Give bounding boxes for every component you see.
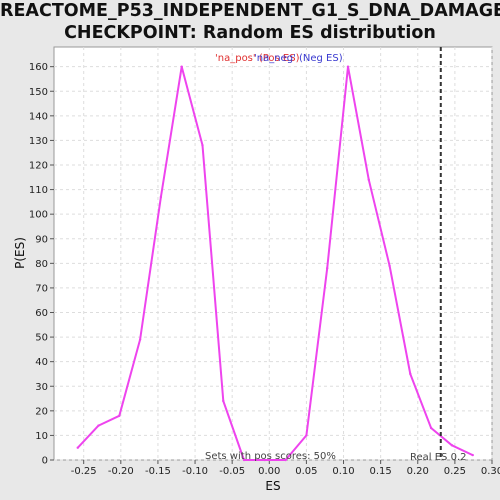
y-axis-title: P(ES): [13, 237, 27, 269]
pos-scores-annotation: Sets with pos scores: 50%: [205, 451, 336, 462]
y-tick-label: 60: [35, 308, 48, 319]
x-axis-title: ES: [265, 479, 280, 493]
data-point: [180, 65, 183, 68]
x-tick-label: -0.20: [108, 466, 134, 477]
y-axis: 0 10 20 30 40 50 60 70 80 90 100 110 120 130 140 150 160: [29, 62, 54, 467]
data-point: [284, 458, 287, 462]
es-distribution-line: [77, 65, 474, 461]
data-point: [242, 458, 246, 462]
data-point: [201, 144, 204, 147]
data-point: [263, 458, 267, 462]
y-tick-label: 50: [35, 333, 48, 344]
y-tick-label: 160: [29, 62, 48, 73]
data-point: [471, 453, 474, 457]
data-point: [450, 444, 454, 447]
x-tick-label: -0.25: [71, 466, 97, 477]
legend-neg-label: 'na_neg' (Neg ES): [254, 53, 343, 64]
y-tick-label: 120: [29, 161, 48, 172]
y-tick-label: 0: [42, 456, 48, 467]
data-point: [76, 446, 79, 449]
x-tick-label: -0.10: [182, 466, 208, 477]
y-tick-label: 140: [29, 111, 48, 122]
y-tick-label: 30: [35, 382, 48, 393]
chart-title-line1: REACTOME_P53_INDEPENDENT_G1_S_DNA_DAMAGE…: [0, 1, 500, 21]
y-tick-label: 40: [35, 357, 48, 368]
data-point: [138, 338, 142, 341]
data-point: [222, 399, 225, 403]
data-point: [97, 424, 100, 427]
data-point: [325, 267, 329, 270]
y-tick-label: 150: [29, 87, 48, 98]
chart-title: REACTOME_P53_INDEPENDENT_G1_S_DNA_DAMAGE…: [0, 0, 500, 44]
y-tick-label: 90: [35, 234, 48, 245]
data-point: [429, 426, 433, 430]
x-tick-label: -0.15: [145, 466, 171, 477]
data-point: [346, 65, 350, 68]
y-tick-label: 80: [35, 259, 48, 270]
data-point: [409, 372, 412, 376]
series-layer: [76, 65, 474, 462]
y-tick-label: 20: [35, 406, 48, 417]
y-tick-label: 130: [29, 136, 48, 147]
y-tick-label: 110: [29, 185, 48, 196]
x-tick-label: 0.15: [370, 466, 392, 477]
chart-title-line2: CHECKPOINT: Random ES distribution: [64, 23, 436, 43]
data-point: [118, 414, 121, 417]
x-tick-label: 0.00: [258, 466, 280, 477]
x-tick-label: 0.30: [481, 466, 500, 477]
data-point: [305, 434, 308, 437]
x-tick-label: 0.05: [295, 466, 317, 477]
data-point: [367, 178, 370, 181]
real-es-label: Real ES 0.2: [410, 452, 466, 463]
x-tick-label: 0.10: [332, 466, 354, 477]
legend-pos-label: 'na_pos' (Pos ES): [215, 53, 300, 64]
y-tick-label: 70: [35, 283, 48, 294]
x-tick-label: 0.25: [444, 466, 466, 477]
y-tick-label: 100: [29, 210, 48, 221]
x-axis: -0.25 -0.20 -0.15 -0.10 -0.05 0.00 0.05 0.10 0.1…: [71, 460, 500, 477]
x-tick-label: 0.20: [407, 466, 429, 477]
x-tick-label: -0.05: [219, 466, 245, 477]
data-point: [388, 264, 391, 267]
y-tick-label: 10: [35, 431, 48, 442]
plot-area: [53, 46, 493, 461]
data-point: [159, 195, 163, 199]
